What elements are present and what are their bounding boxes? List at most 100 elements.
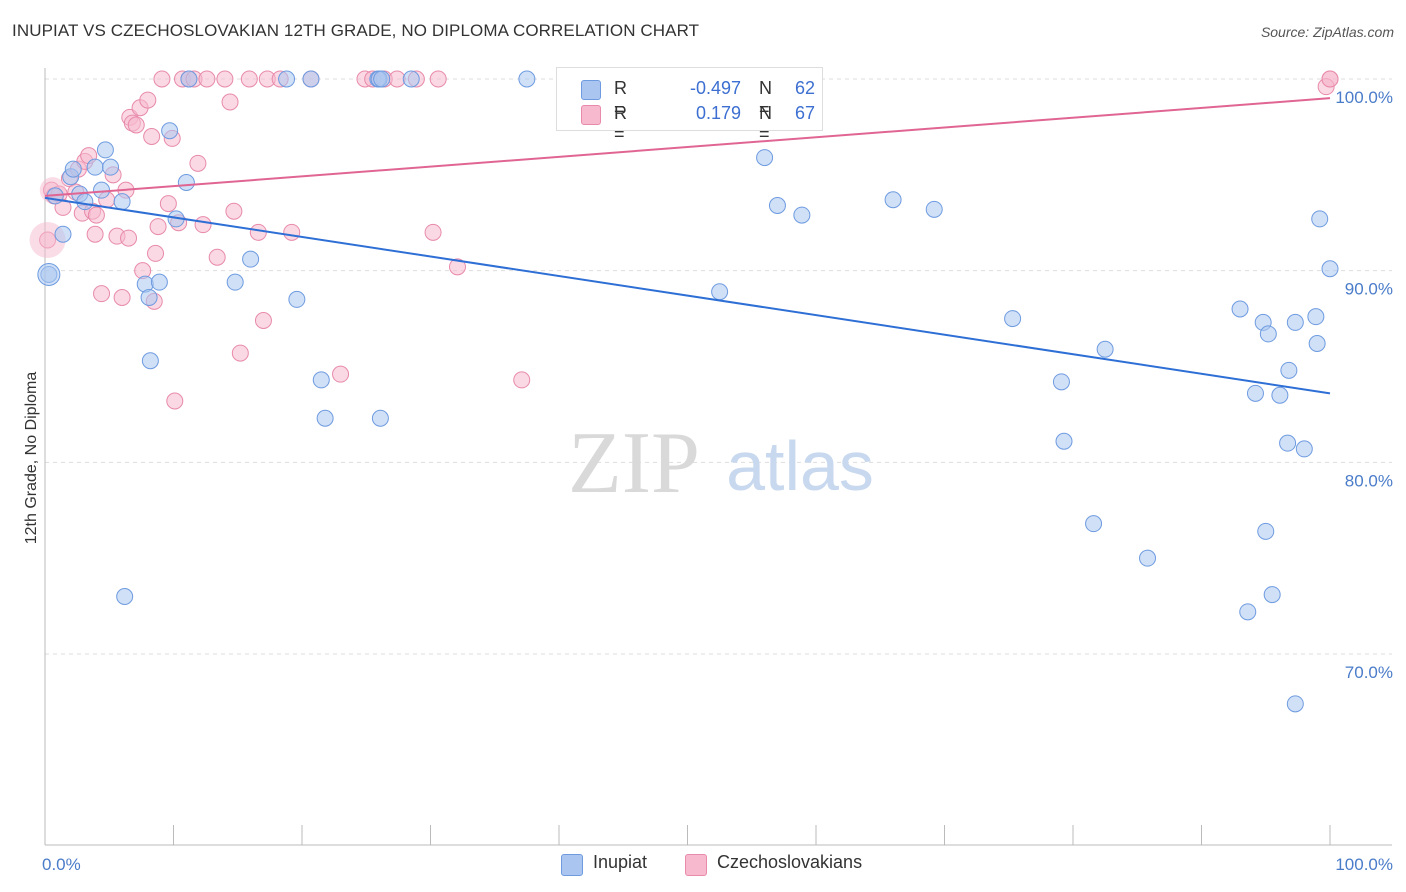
czech-point [332,365,350,383]
inupiat-point [1308,335,1326,352]
czech-legend-swatch [685,854,707,876]
czech-point [208,248,226,266]
inupiat-point [1279,434,1297,452]
inupiat-point [64,160,82,178]
czech-point [143,128,161,145]
r-value: 0.179 [695,103,741,123]
x-tick-label: 0.0% [42,855,81,874]
czech-point [216,70,234,88]
czech-point [231,344,249,362]
tick-labels: 100.0% 90.0% 80.0% 70.0% 0.0% 100.0% [42,88,1393,874]
source-label: Source: ZipAtlas.com [1260,24,1394,40]
n-label: N = [759,103,772,144]
czech-point [198,70,216,88]
inupiat-point [113,193,131,211]
inupiat-point [312,371,330,389]
inupiat-point [141,352,159,370]
inupiat-point [1085,515,1103,533]
inupiat-point [226,273,244,291]
inupiat-point [518,70,536,88]
inupiat-point [242,250,260,268]
inupiat-point [756,149,774,167]
y-tick-label: 70.0% [1345,663,1393,682]
czech-point [1321,70,1339,88]
inupiat-point [1004,310,1022,328]
inupiat-swatch [581,80,601,100]
inupiat-point-cluster [37,263,61,286]
inupiat-point [278,70,296,88]
inupiat-point [1231,300,1249,318]
n-value: 62 [795,78,816,98]
inupiat-point [1055,432,1073,450]
czech-trend-line [44,97,1331,197]
r-label: R = [614,78,627,119]
czech-point [194,216,212,234]
inupiat-point [1280,361,1298,379]
czech-point [189,154,207,172]
inupiat-legend-label: Inupiat [593,852,648,872]
czech-point [225,202,243,220]
czech-point [283,223,301,241]
inupiat-point [793,206,811,224]
inupiat-point [161,122,179,140]
czech-point [113,289,131,306]
inupiat-point [93,181,111,199]
czech-point [166,392,184,410]
inupiat-point [1311,210,1329,228]
czech-point [221,93,239,111]
czech-point [147,244,165,262]
inupiat-point [76,193,94,211]
czech-point [240,70,258,88]
watermark-zip: ZIP [568,415,700,512]
inupiat-point [102,158,120,176]
inupiat-legend-swatch [561,854,583,876]
czech-point [513,371,531,389]
inupiat-point [177,174,195,191]
czech-point [86,225,104,243]
inupiat-point [371,409,389,427]
axes [44,68,1392,846]
inupiat-trend-line [44,196,1331,395]
inupiat-point [1096,340,1114,358]
czech-point [153,70,171,88]
n-value: 67 [795,103,816,123]
inupiat-point [1295,440,1313,458]
y-tick-label: 80.0% [1345,471,1393,490]
inupiat-point [1139,549,1157,567]
inupiat-point [54,225,72,243]
inupiat-point [711,283,729,301]
czech-point [139,91,157,109]
czech-point [120,229,138,247]
czech-point [93,285,111,303]
czech-point [127,116,145,134]
czech-point [249,223,267,241]
czech-swatch [581,105,601,125]
czech-point [429,70,447,88]
inupiat-point [302,70,320,88]
chart-title: INUPIAT VS CZECHOSLOVAKIAN 12TH GRADE, N… [12,21,700,40]
inupiat-point [1321,260,1339,278]
y-tick-label: 90.0% [1345,280,1393,299]
inupiat-points [37,70,1339,713]
inupiat-point [1286,695,1304,713]
inupiat-point [140,289,158,306]
czech-point [448,258,466,276]
n-label: N = [759,78,772,119]
czech-point [87,206,105,224]
inupiat-point [1239,603,1257,621]
czech-point [388,70,406,88]
czech-point [159,195,177,213]
inupiat-point [884,191,902,209]
inupiat-point [402,70,420,88]
inupiat-point [925,200,943,218]
czech-point [424,223,442,241]
correlation-legend: R = -0.497 N = 62 R = 0.179 N = 67 [556,67,823,144]
inupiat-point [1307,308,1325,326]
grid-lines [45,78,1392,655]
inupiat-point [96,141,114,159]
czech-legend-label: Czechoslovakians [717,852,863,872]
y-tick-label: 100.0% [1335,88,1393,107]
inupiat-point [1246,384,1264,402]
inupiat-point [1257,522,1275,540]
